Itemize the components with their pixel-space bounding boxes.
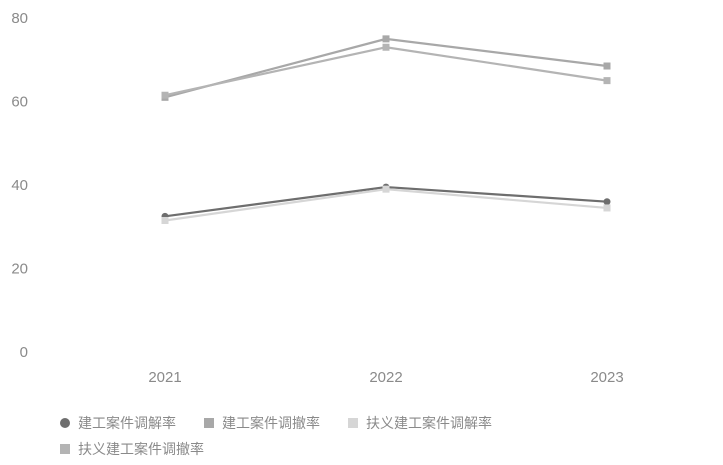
x-tick-label: 2023 [590, 369, 623, 386]
legend-label-series-3: 扶义建工案件调解率 [366, 416, 492, 432]
y-tick-label: 20 [11, 261, 28, 278]
data-point[interactable] [603, 198, 611, 206]
y-tick-label: 0 [20, 344, 28, 361]
data-point[interactable] [382, 35, 390, 43]
legend-item-series-4[interactable]: 扶义建工案件调撤率 [60, 439, 204, 459]
plot-area [161, 35, 611, 224]
y-tick-label: 60 [11, 94, 28, 111]
data-point[interactable] [603, 77, 611, 85]
data-point[interactable] [161, 216, 169, 224]
legend: 建工案件调解率 建工案件调撤率 扶义建工案件调解率 扶义建工案件调撤率 [60, 410, 720, 462]
legend-label-series-1: 建工案件调解率 [78, 416, 176, 432]
y-tick-label: 40 [11, 177, 28, 194]
series-line-3 [164, 188, 608, 222]
legend-row: 扶义建工案件调撤率 [60, 436, 720, 462]
legend-label-series-4: 扶义建工案件调撤率 [78, 442, 204, 458]
legend-marker-series-3 [348, 418, 358, 428]
legend-item-series-3[interactable]: 扶义建工案件调解率 [348, 413, 492, 433]
legend-item-series-1[interactable]: 建工案件调解率 [60, 413, 176, 433]
series-line-4 [164, 46, 608, 97]
y-axis: 0 20 40 60 80 [11, 10, 28, 361]
legend-label-series-2: 建工案件调撤率 [222, 416, 320, 432]
legend-marker-series-1 [60, 418, 70, 428]
data-point[interactable] [382, 43, 390, 51]
data-point[interactable] [161, 91, 169, 99]
y-tick-label: 80 [11, 10, 28, 27]
x-tick-label: 2022 [369, 369, 402, 386]
data-point[interactable] [382, 185, 390, 193]
data-point[interactable] [603, 62, 611, 70]
legend-marker-series-4 [60, 444, 70, 454]
legend-marker-series-2 [204, 418, 214, 428]
legend-item-series-2[interactable]: 建工案件调撤率 [204, 413, 320, 433]
x-tick-label: 2021 [148, 369, 181, 386]
data-point[interactable] [603, 204, 611, 212]
legend-row: 建工案件调解率 建工案件调撤率 扶义建工案件调解率 [60, 410, 720, 436]
line-chart: 0 20 40 60 80 2021 2022 2023 [11, 10, 623, 386]
x-axis: 2021 2022 2023 [148, 369, 623, 386]
